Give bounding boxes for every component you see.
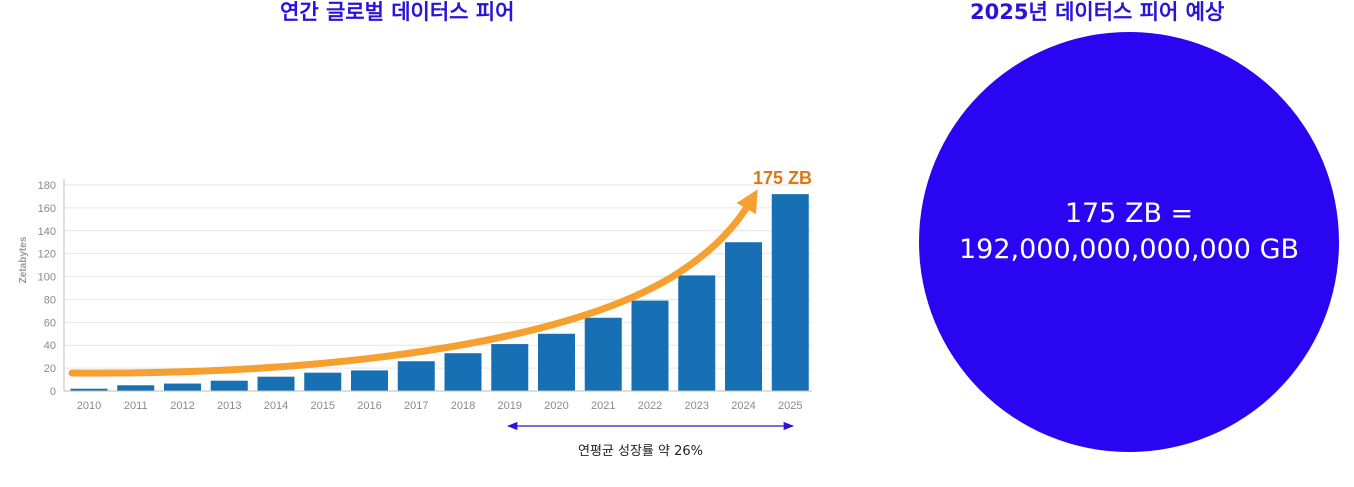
bar: [257, 376, 295, 391]
y-tick-label: 0: [50, 386, 56, 398]
bar: [117, 385, 155, 391]
bar: [725, 242, 762, 391]
circle-line-1: 175 ZB =: [1064, 198, 1194, 229]
y-tick-label: 20: [44, 363, 56, 375]
y-tick-label: 60: [44, 317, 56, 329]
bar: [538, 333, 575, 391]
x-tick-label: 2025: [778, 400, 802, 412]
x-tick-label: 2023: [685, 400, 709, 412]
y-tick-label: 140: [38, 226, 56, 238]
y-tick-label: 120: [38, 249, 56, 261]
trend-curve: [68, 189, 758, 377]
x-tick-label: 2010: [77, 400, 101, 412]
bar: [210, 380, 248, 391]
x-tick-label: 2011: [124, 400, 148, 412]
circle-line-2: 192,000,000,000,000 GB: [958, 234, 1300, 265]
bar: [304, 372, 342, 391]
x-tick-label: 2016: [357, 400, 381, 412]
bar-chart: 0 20 40 60 80 100 120 140 160 180 2010 2011 2012 2013…: [18, 168, 812, 431]
x-tick-label: 2020: [544, 400, 568, 412]
bar: [70, 388, 108, 391]
x-tick-label: 2017: [404, 400, 428, 412]
cagr-label: 연평균 성장률 약 26%: [578, 444, 704, 459]
axes: 0 20 40 60 80 100 120 140 160 180 2010 2011 2012 2013…: [38, 179, 812, 412]
chart-title: 연간 글로벌 데이터스 피어: [280, 0, 515, 24]
y-axis-label: Zetabytes: [18, 236, 29, 283]
bar: [678, 275, 716, 391]
trend-arrow: [68, 189, 758, 377]
x-tick-label: 2019: [498, 400, 522, 412]
bar: [491, 344, 529, 391]
bar: [631, 300, 669, 391]
bar: [444, 353, 482, 391]
x-tick-label: 2015: [311, 400, 335, 412]
bars: [70, 194, 809, 391]
x-tick-label: 2013: [217, 400, 241, 412]
bar: [397, 361, 435, 391]
forecast-title: 2025년 데이터스 피어 예상: [970, 0, 1225, 24]
forecast-circle: 175 ZB = 192,000,000,000,000 GB: [919, 32, 1339, 452]
x-tick-label: 2022: [638, 400, 662, 412]
x-tick-label: 2024: [731, 400, 755, 412]
y-tick-label: 100: [38, 272, 56, 284]
y-tick-label: 80: [44, 294, 56, 306]
x-tick-label: 2021: [591, 400, 615, 412]
x-tick-label: 2012: [170, 400, 194, 412]
callout-label: 175 ZB: [753, 168, 812, 188]
x-tick-label: 2014: [264, 400, 288, 412]
bar: [164, 383, 201, 391]
y-tick-label: 40: [44, 340, 56, 352]
bar: [771, 194, 809, 391]
y-tick-label: 180: [38, 180, 56, 192]
x-tick-label: 2018: [451, 400, 475, 412]
bar: [584, 317, 622, 391]
y-tick-label: 160: [38, 203, 56, 215]
bar: [351, 370, 388, 391]
